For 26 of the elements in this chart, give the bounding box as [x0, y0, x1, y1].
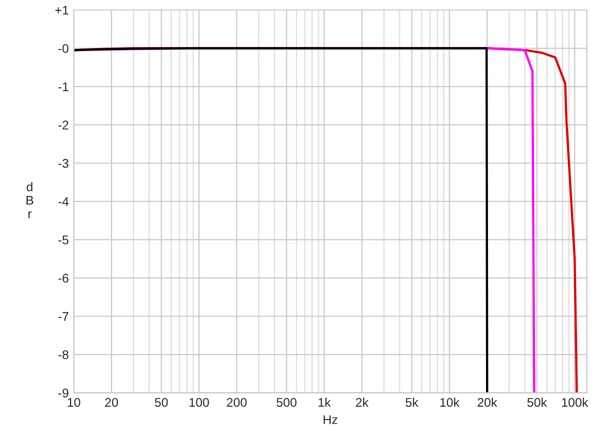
- x-tick-label: 500: [276, 398, 296, 407]
- x-tick-label: 10k: [440, 398, 460, 407]
- x-tick-label: 100: [190, 398, 209, 407]
- x-tick-label: 100k: [562, 398, 588, 407]
- y-tick-label: -0: [58, 44, 68, 53]
- x-tick-label: 20k: [478, 398, 498, 407]
- x-axis-title: Hz: [324, 415, 338, 424]
- x-tick-label: 10: [68, 398, 80, 407]
- y-tick-label: -7: [58, 312, 68, 321]
- y-axis-title: dBr: [26, 182, 34, 218]
- y-tick-label: -6: [58, 274, 68, 283]
- y-tick-label: -4: [58, 197, 69, 206]
- x-tick-label: 20: [105, 398, 118, 407]
- y-tick-label: -1: [58, 82, 68, 92]
- y-tick-label: +1: [55, 6, 68, 15]
- y-tick-label: -8: [58, 350, 68, 360]
- x-tick-label: 50k: [527, 398, 548, 407]
- y-tick-label: -9: [58, 388, 68, 398]
- x-tick-label: 5k: [406, 398, 418, 407]
- x-tick-label: 200: [226, 398, 247, 407]
- x-tick-label: 2k: [356, 398, 369, 407]
- x-tick-label: 50: [154, 398, 168, 407]
- x-tick-label: 1k: [318, 398, 331, 407]
- y-tick-label: -2: [58, 120, 68, 130]
- y-tick-label: -5: [58, 236, 68, 244]
- y-tick-label: -3: [58, 158, 68, 168]
